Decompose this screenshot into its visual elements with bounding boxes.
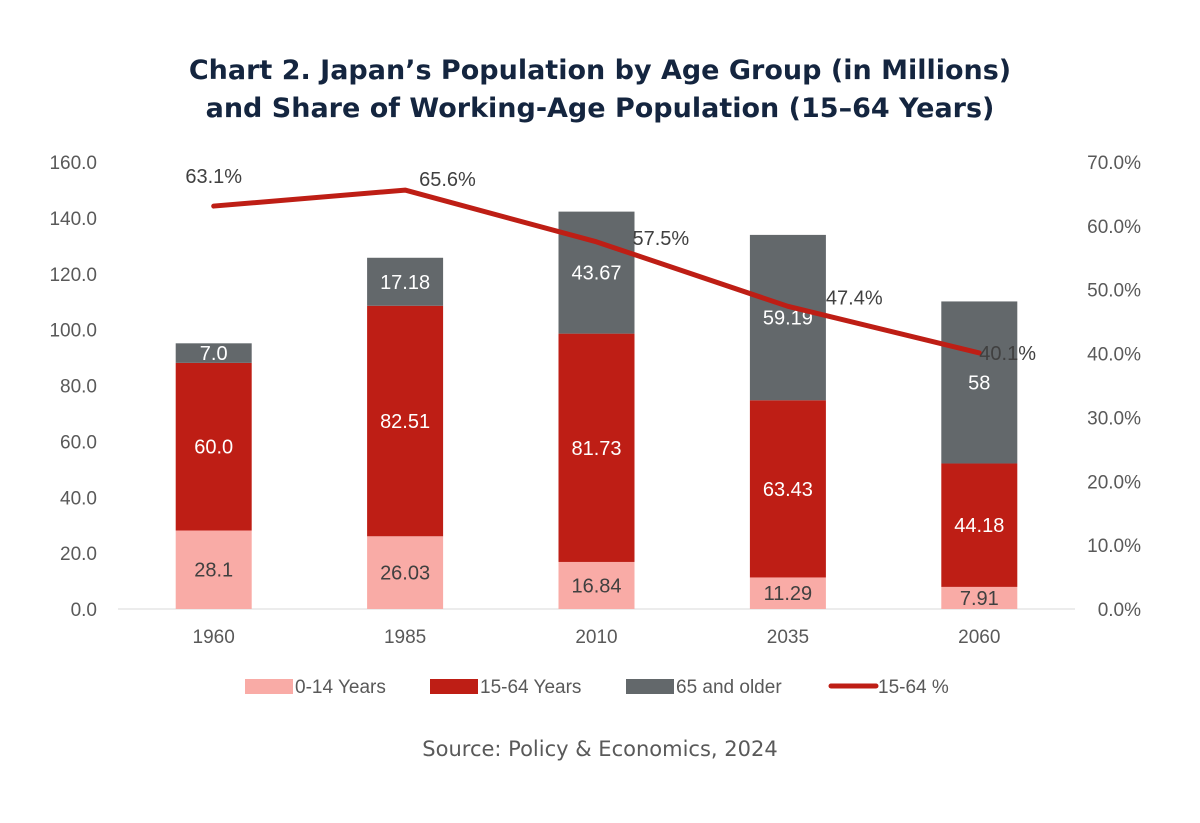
bar-data-label: 17.18 — [380, 272, 430, 294]
y2-tick-label: 70.0% — [1087, 153, 1141, 174]
legend-swatch — [245, 679, 293, 694]
y-tick-label: 120.0 — [49, 265, 97, 286]
bar-0-14-years — [175, 530, 252, 609]
y-tick-label: 160.0 — [49, 153, 97, 174]
legend-swatch — [430, 679, 478, 694]
bar-0-14-years — [941, 586, 1018, 609]
y2-tick-label: 30.0% — [1087, 408, 1141, 429]
bar-data-label: 82.51 — [380, 411, 430, 433]
chart-source: Source: Policy & Economics, 2024 — [422, 737, 778, 761]
bar-65-and-older — [175, 343, 252, 363]
legend-label: 15-64 % — [878, 677, 949, 698]
x-tick-label: 2010 — [575, 627, 617, 648]
y-tick-label: 40.0 — [60, 488, 97, 509]
bar-15-64-years — [367, 305, 444, 537]
bar-data-label: 58 — [968, 372, 990, 394]
y-tick-label: 100.0 — [49, 321, 97, 342]
bar-data-label: 26.03 — [380, 563, 430, 585]
bar-15-64-years — [558, 333, 635, 562]
legend-label: 15-64 Years — [480, 677, 581, 698]
bar-65-and-older — [558, 211, 635, 334]
y-tick-label: 20.0 — [60, 544, 97, 565]
bar-15-64-years — [749, 400, 826, 578]
bar-data-label: 16.84 — [571, 575, 621, 597]
bar-65-and-older — [941, 301, 1018, 464]
bar-0-14-years — [558, 561, 635, 609]
x-tick-label: 2035 — [767, 627, 809, 648]
bar-65-and-older — [367, 257, 444, 306]
bar-data-label: 11.29 — [764, 583, 813, 605]
y2-tick-label: 50.0% — [1087, 281, 1141, 302]
bar-data-label: 63.43 — [763, 479, 813, 501]
x-tick-label: 2060 — [958, 627, 1000, 648]
y2-tick-label: 20.0% — [1087, 472, 1141, 493]
bar-data-label: 28.1 — [194, 560, 233, 582]
y2-tick-label: 10.0% — [1087, 536, 1141, 557]
bar-data-label: 7.0 — [200, 343, 228, 365]
bar-15-64-years — [175, 362, 252, 531]
line-data-label: 63.1% — [185, 166, 242, 188]
y2-tick-label: 40.0% — [1087, 345, 1141, 366]
bar-0-14-years — [749, 577, 826, 609]
x-tick-label: 1985 — [384, 627, 426, 648]
bar-65-and-older — [749, 234, 826, 401]
bar-data-label: 60.0 — [194, 437, 233, 459]
legend-label: 0-14 Years — [295, 677, 386, 698]
chart-title-line-2: and Share of Working-Age Population (15–… — [205, 93, 995, 124]
legend-label: 65 and older — [676, 677, 782, 698]
bar-data-label: 59.19 — [763, 308, 813, 330]
line-data-label: 65.6% — [419, 169, 476, 191]
y-tick-label: 140.0 — [49, 209, 97, 230]
line-15-64-percent — [211, 187, 982, 356]
bar-data-label: 81.73 — [571, 438, 621, 460]
line-data-label: 40.1% — [979, 343, 1036, 365]
legend-swatch — [626, 679, 674, 694]
line-data-label: 57.5% — [633, 228, 690, 250]
y-tick-label: 80.0 — [60, 377, 97, 398]
line-data-label: 47.4% — [826, 287, 883, 309]
y2-tick-label: 60.0% — [1087, 217, 1141, 238]
y2-tick-label: 0.0% — [1098, 600, 1141, 621]
y-tick-label: 0.0 — [71, 600, 97, 621]
x-tick-label: 1960 — [193, 627, 235, 648]
bar-0-14-years — [367, 536, 444, 609]
bar-15-64-years — [941, 463, 1018, 587]
bar-data-label: 7.91 — [960, 588, 999, 610]
bar-data-label: 44.18 — [954, 515, 1004, 537]
bar-data-label: 43.67 — [571, 263, 621, 285]
chart-title: Chart 2. Japan’s Population by Age Group… — [0, 52, 1200, 128]
chart-title-line-1: Chart 2. Japan’s Population by Age Group… — [188, 55, 1012, 86]
y-tick-label: 60.0 — [60, 432, 97, 453]
